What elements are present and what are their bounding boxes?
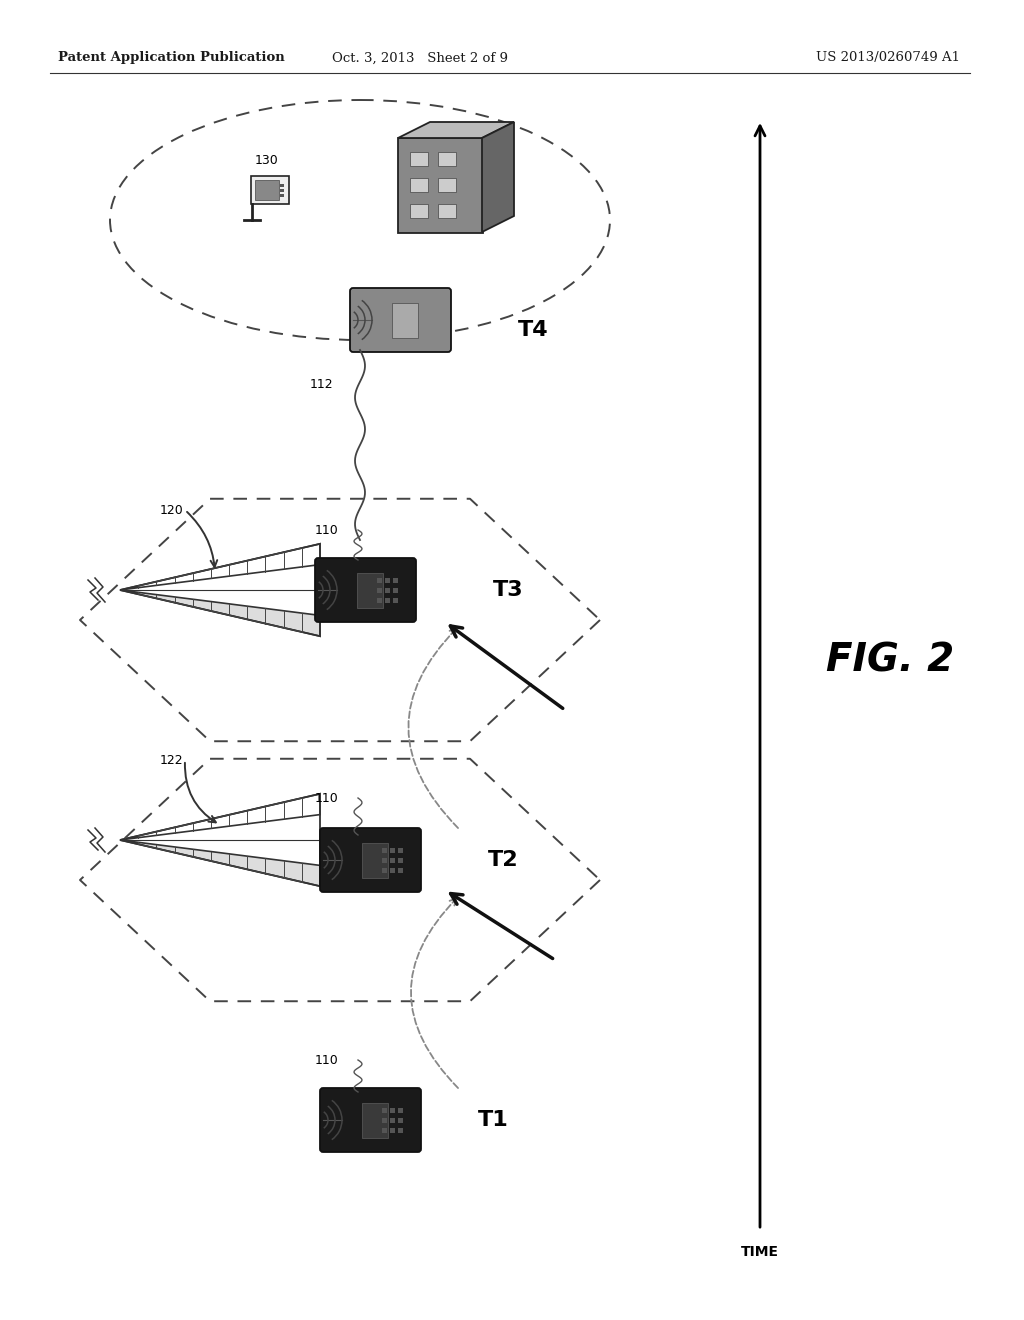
Bar [393,578,398,583]
Bar [438,152,456,166]
Text: 110: 110 [315,524,339,536]
Polygon shape [482,121,514,232]
Text: 112: 112 [310,379,334,392]
Polygon shape [120,590,319,636]
Bar [410,152,428,166]
Bar [398,1129,403,1133]
Polygon shape [398,121,514,139]
FancyArrowPatch shape [409,628,458,828]
Text: T1: T1 [478,1110,509,1130]
Bar [362,843,388,878]
Polygon shape [120,840,319,886]
FancyArrowPatch shape [187,512,217,568]
FancyArrowPatch shape [451,894,553,958]
Text: T4: T4 [518,319,549,341]
Bar [280,194,284,197]
Bar [377,587,382,593]
Bar [385,578,390,583]
Bar [398,139,483,234]
Bar [362,1104,388,1138]
Bar [390,869,395,873]
Bar [382,1129,387,1133]
FancyArrowPatch shape [185,763,216,822]
Bar [357,573,383,609]
Text: T3: T3 [493,579,523,601]
Polygon shape [120,793,319,840]
Bar [377,578,382,583]
Text: 130: 130 [255,153,279,166]
Bar [382,869,387,873]
Text: FIG. 2: FIG. 2 [826,642,954,678]
Text: T2: T2 [488,850,518,870]
FancyBboxPatch shape [315,558,416,622]
Text: 120: 120 [160,503,183,516]
FancyArrowPatch shape [411,899,458,1088]
Text: US 2013/0260749 A1: US 2013/0260749 A1 [816,51,961,65]
Bar [385,587,390,593]
Text: TIME: TIME [741,1245,779,1259]
Bar [410,205,428,218]
Bar [280,183,284,187]
Bar [385,598,390,603]
Bar [393,587,398,593]
Bar [438,178,456,191]
FancyBboxPatch shape [350,288,451,352]
Bar [398,858,403,863]
Bar [398,1107,403,1113]
Bar [398,847,403,853]
Bar [377,598,382,603]
Bar [392,304,418,338]
Bar [382,847,387,853]
Bar [251,176,289,205]
Bar [382,1118,387,1123]
Bar [280,189,284,191]
Bar [390,847,395,853]
FancyBboxPatch shape [319,1088,421,1152]
Bar [255,180,279,201]
Text: 122: 122 [160,754,183,767]
Text: Oct. 3, 2013   Sheet 2 of 9: Oct. 3, 2013 Sheet 2 of 9 [332,51,508,65]
Bar [398,869,403,873]
Bar [382,1107,387,1113]
Bar [390,1107,395,1113]
Bar [410,178,428,191]
FancyBboxPatch shape [319,828,421,892]
Text: 110: 110 [315,792,339,804]
Bar [390,1118,395,1123]
Text: Patent Application Publication: Patent Application Publication [58,51,285,65]
FancyArrowPatch shape [451,626,563,709]
Bar [393,598,398,603]
Bar [438,205,456,218]
Bar [382,858,387,863]
Polygon shape [120,544,319,590]
Bar [390,858,395,863]
Text: 110: 110 [315,1053,339,1067]
Bar [398,1118,403,1123]
Bar [390,1129,395,1133]
